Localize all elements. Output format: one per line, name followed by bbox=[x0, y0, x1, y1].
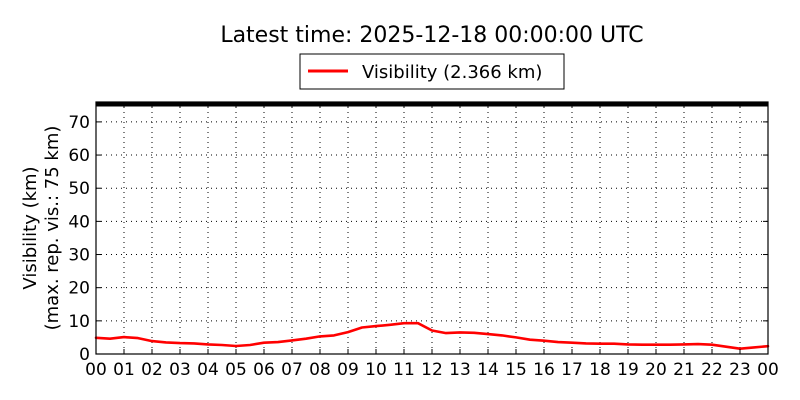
ticks: 00 01 02 03 04 05 06 07 08 09 10 11 12 13 14 15 16 17 18 19… bbox=[68, 102, 779, 380]
x-tick-label: 07 bbox=[281, 360, 303, 380]
x-tick-label: 17 bbox=[561, 360, 583, 380]
grid bbox=[96, 102, 768, 354]
x-tick-label: 03 bbox=[169, 360, 191, 380]
x-tick-label: 21 bbox=[673, 360, 695, 380]
x-tick-label: 20 bbox=[645, 360, 667, 380]
legend-label: Visibility (2.366 km) bbox=[362, 62, 542, 83]
x-tick-label: 19 bbox=[617, 360, 639, 380]
x-tick-label: 11 bbox=[393, 360, 415, 380]
visibility-series-line bbox=[94, 321, 770, 351]
x-tick-label: 14 bbox=[477, 360, 499, 380]
y-axis-label-line-2: (max. rep. vis.: 75 km) bbox=[42, 126, 63, 331]
y-axis-label: Visibility (km) (max. rep. vis.: 75 km) bbox=[20, 126, 63, 331]
x-tick-label: 01 bbox=[113, 360, 135, 380]
x-tick-label: 10 bbox=[365, 360, 387, 380]
y-axis-label-line-1: Visibility (km) bbox=[20, 166, 41, 289]
x-tick-label: 18 bbox=[589, 360, 611, 380]
x-tick-label: 12 bbox=[421, 360, 443, 380]
legend: Visibility (2.366 km) bbox=[299, 53, 565, 90]
x-tick-label: 23 bbox=[729, 360, 751, 380]
x-tick-label: 05 bbox=[225, 360, 247, 380]
y-tick-label: 30 bbox=[68, 246, 90, 266]
x-tick-label: 02 bbox=[141, 360, 163, 380]
series-layer bbox=[94, 321, 770, 351]
x-tick-label: 09 bbox=[337, 360, 359, 380]
x-tick-label: 15 bbox=[505, 360, 527, 380]
y-tick-label: 70 bbox=[68, 113, 90, 133]
x-tick-label: 13 bbox=[449, 360, 471, 380]
x-tick-label: 00 bbox=[757, 360, 779, 380]
chart-title: Latest time: 2025-12-18 00:00:00 UTC bbox=[220, 23, 643, 48]
x-tick-label: 04 bbox=[197, 360, 219, 380]
x-tick-label: 06 bbox=[253, 360, 275, 380]
y-tick-label: 50 bbox=[68, 179, 90, 199]
x-tick-label: 00 bbox=[85, 360, 107, 380]
y-tick-label: 20 bbox=[68, 279, 90, 299]
x-tick-label: 08 bbox=[309, 360, 331, 380]
y-tick-label: 10 bbox=[68, 312, 90, 332]
x-tick-label: 16 bbox=[533, 360, 555, 380]
x-tick-label: 22 bbox=[701, 360, 723, 380]
y-tick-label: 0 bbox=[79, 345, 90, 365]
y-tick-label: 40 bbox=[68, 212, 90, 232]
y-tick-label: 60 bbox=[68, 146, 90, 166]
